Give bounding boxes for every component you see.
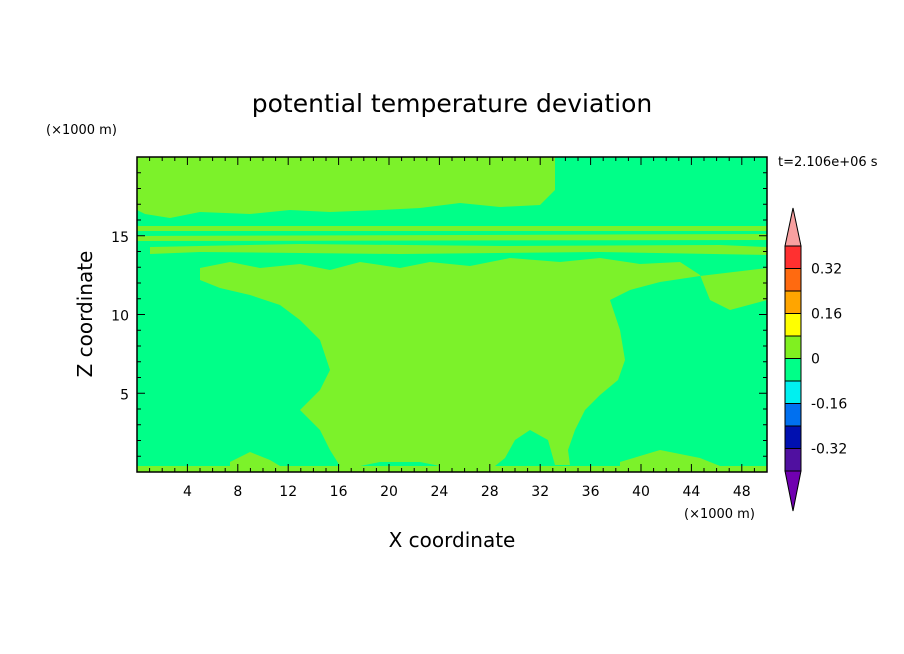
colorbar-tick-label: -0.16 bbox=[811, 397, 847, 413]
band-upper bbox=[137, 226, 767, 231]
colorbar-bottom-extend bbox=[784, 470, 802, 512]
colorbar-segment bbox=[784, 448, 802, 472]
x-tick-label: 8 bbox=[233, 484, 242, 500]
colorbar-segment bbox=[784, 290, 802, 314]
colorbar-segment bbox=[784, 268, 802, 292]
x-tick-label: 16 bbox=[330, 484, 348, 500]
colorbar-segment bbox=[784, 403, 802, 427]
y-axis: 5 10 15 bbox=[111, 172, 767, 457]
colorbar-tick-label: 0 bbox=[811, 352, 820, 368]
x-tick-label: 32 bbox=[531, 484, 549, 500]
contour-field bbox=[137, 157, 767, 472]
colorbar-top-extend bbox=[784, 207, 802, 247]
upper-positive-region bbox=[137, 157, 555, 218]
time-label: t=2.106e+06 s bbox=[778, 155, 878, 170]
y-axis-label: Z coordinate bbox=[73, 251, 97, 378]
band-lower bbox=[150, 244, 767, 255]
colorbar-tick-label: 0.16 bbox=[811, 307, 842, 323]
x-unit-label: (×1000 m) bbox=[684, 507, 755, 522]
x-tick-label: 40 bbox=[632, 484, 650, 500]
x-axis-label: X coordinate bbox=[389, 528, 516, 552]
x-tick-label: 20 bbox=[380, 484, 398, 500]
central-positive-plume bbox=[200, 258, 767, 466]
colorbar-segment bbox=[784, 335, 802, 359]
x-axis: 4 8 12 16 20 24 28 32 36 40 44 48 bbox=[149, 157, 755, 500]
colorbar-segment bbox=[784, 425, 802, 449]
x-tick-label: 28 bbox=[481, 484, 499, 500]
colorbar-segment bbox=[784, 313, 802, 337]
colorbar-tick-label: 0.32 bbox=[811, 262, 842, 278]
y-tick-label: 5 bbox=[120, 387, 129, 403]
x-tick-label: 12 bbox=[279, 484, 297, 500]
colorbar: 0.32 0.16 0 -0.16 -0.32 bbox=[784, 207, 847, 512]
band-middle bbox=[137, 234, 767, 241]
y-tick-label: 15 bbox=[111, 230, 129, 246]
colorbar-segment bbox=[784, 380, 802, 404]
x-tick-label: 24 bbox=[430, 484, 448, 500]
colorbar-segment bbox=[784, 245, 802, 269]
x-tick-label: 44 bbox=[682, 484, 700, 500]
lower-right-patch bbox=[620, 450, 720, 466]
x-tick-label: 36 bbox=[582, 484, 600, 500]
x-tick-label: 4 bbox=[183, 484, 192, 500]
x-tick-label: 48 bbox=[733, 484, 751, 500]
colorbar-segment bbox=[784, 358, 802, 382]
y-tick-label: 10 bbox=[111, 309, 129, 325]
y-unit-label: (×1000 m) bbox=[46, 123, 117, 138]
lower-left-patch bbox=[230, 452, 280, 466]
chart-title: potential temperature deviation bbox=[252, 89, 652, 118]
colorbar-tick-label: -0.32 bbox=[811, 442, 847, 458]
